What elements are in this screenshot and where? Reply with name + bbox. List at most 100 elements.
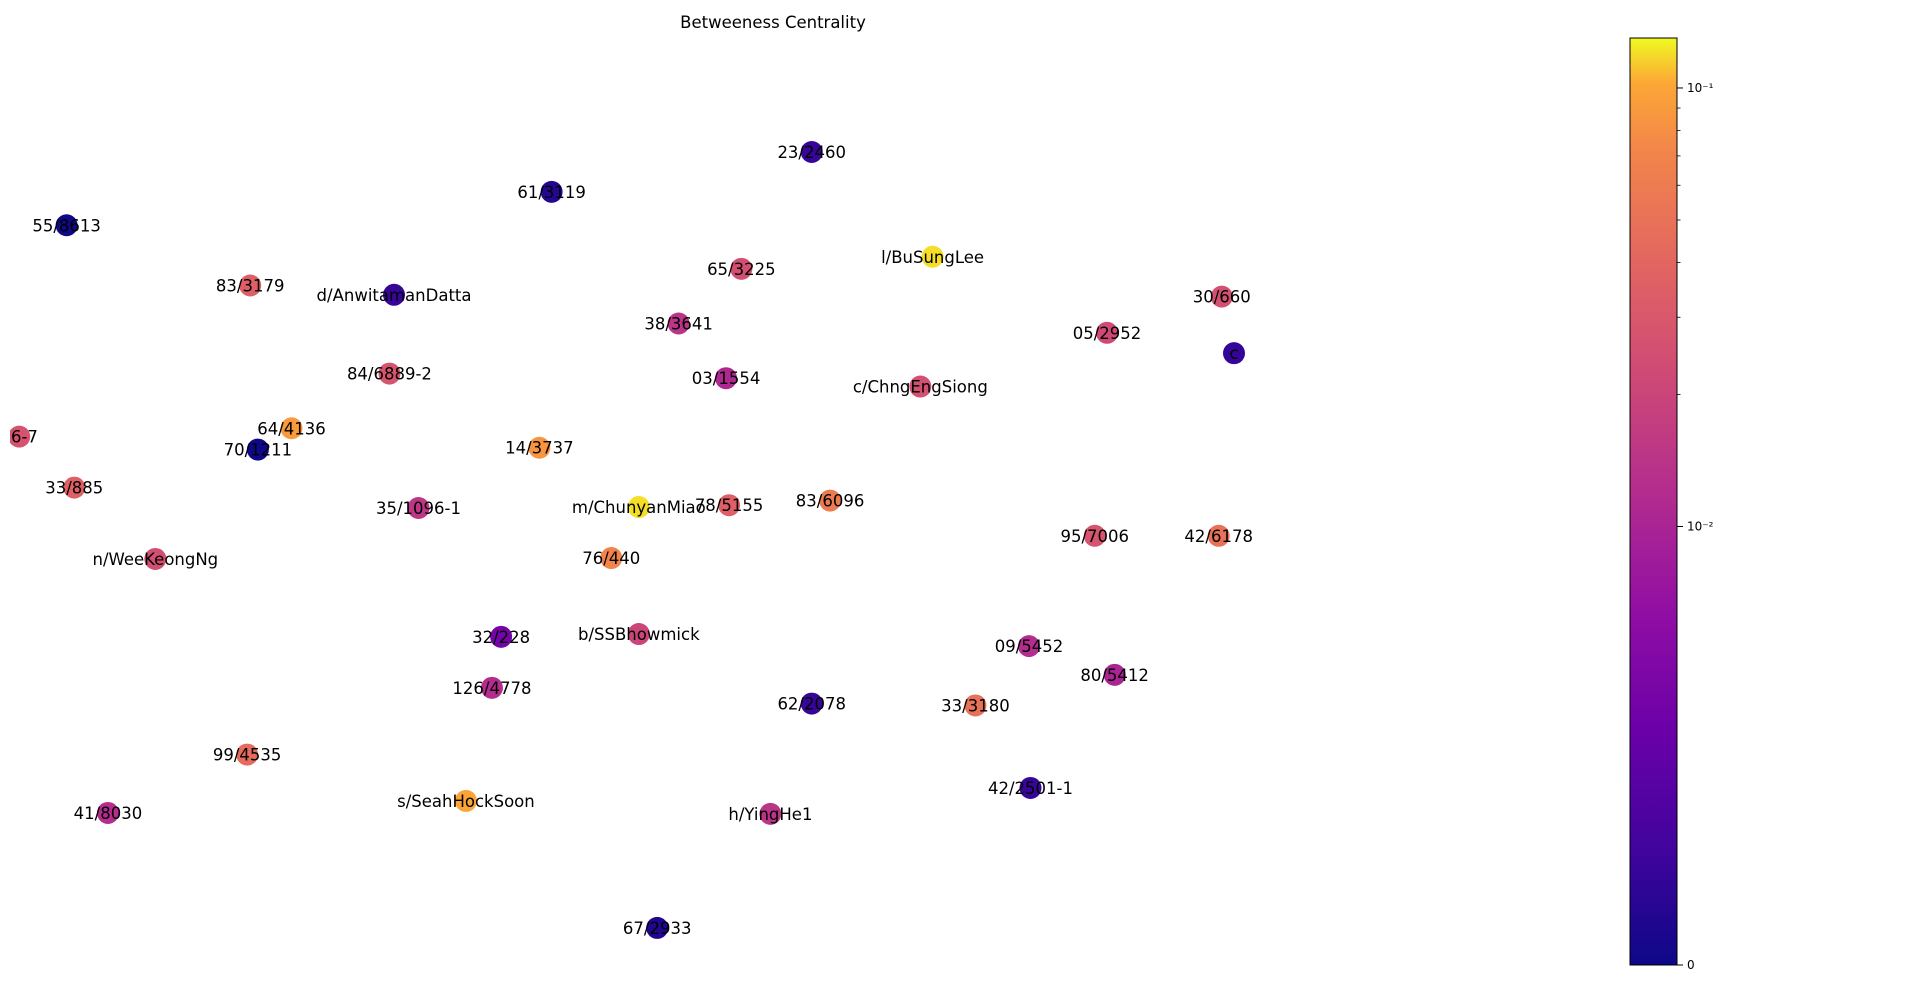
node-label: l/BuSungLee (881, 248, 984, 267)
graph-node: 03/1554 (692, 367, 761, 390)
node-label: 61/3119 (517, 183, 586, 202)
graph-node: 33/3180 (941, 694, 1010, 717)
node-label: m/ChunyanMiao (572, 498, 706, 517)
node-marker (1017, 635, 1040, 658)
node-label: 41/8030 (74, 804, 143, 823)
node-marker (646, 916, 669, 939)
node-label: 126/4778 (452, 679, 531, 698)
graph-node: 83/3179 (216, 274, 285, 297)
graph-node: l/BuSungLee (881, 245, 984, 268)
node-marker (1096, 321, 1119, 344)
graph-node: 32/228 (472, 625, 530, 648)
node-marker (921, 245, 944, 268)
node-label: 09/5452 (995, 637, 1064, 656)
node-label: 05/2952 (1073, 324, 1142, 343)
node-marker (236, 743, 259, 766)
graph-node: 41/8030 (74, 801, 143, 824)
node-marker (819, 489, 842, 512)
node-label: s/SeahHockSoon (397, 792, 535, 811)
graph-node: 126/4778 (452, 676, 531, 699)
node-marker (1019, 776, 1042, 799)
node-marker (600, 547, 623, 570)
node-marker (715, 367, 738, 390)
colorbar-tick-label: 10⁻¹ (1687, 81, 1714, 95)
graph-node: n/WeeKeongNg (93, 547, 219, 570)
node-label: 33/885 (45, 479, 103, 498)
node-marker (480, 676, 503, 699)
node-marker (10, 425, 31, 448)
graph-node: 67/2933 (623, 916, 691, 939)
node-marker (144, 547, 167, 570)
graph-node: 38/3641 (644, 312, 713, 335)
node-marker (407, 496, 430, 519)
node-label: 42/2501-1 (988, 779, 1073, 798)
node-marker (280, 417, 303, 440)
colorbar-ticks: 0 10⁻² 10⁻¹ (1677, 81, 1714, 972)
graph-node: c (1223, 342, 1245, 365)
node-label: 84/6889-2 (347, 365, 432, 384)
node-label: 14/3737 (505, 439, 574, 458)
graph-node: 33/885 (45, 476, 103, 499)
node-marker (1223, 342, 1245, 365)
graph-node: m/ChunyanMiao (572, 496, 706, 519)
graph-node: 80/5412 (1080, 663, 1149, 686)
graph-node: 61/3119 (517, 180, 586, 203)
node-marker (627, 623, 650, 646)
chart-title: Betweeness Centrality (680, 13, 866, 32)
node-label: 32/228 (472, 628, 530, 647)
graph-node: 99/4535 (213, 743, 281, 766)
node-label: 55/8613 (32, 216, 101, 235)
node-marker (718, 494, 741, 517)
graph-node: 76/440 (582, 547, 640, 570)
node-label: 64/4136 (257, 419, 326, 438)
node-label: c (1229, 344, 1238, 363)
graph-node: d/AnwitamanDatta (317, 283, 472, 306)
node-marker (454, 789, 477, 812)
node-label: 83/3179 (216, 277, 285, 296)
node-label: 80/5412 (1080, 666, 1149, 685)
graph-node: 05/2952 (1073, 321, 1142, 344)
node-label: 65/3225 (707, 260, 776, 279)
node-marker (239, 274, 262, 297)
node-label: b/SSBhowmick (578, 625, 700, 644)
node-label: 78/5155 (695, 496, 764, 515)
graph-node: h/YingHe1 (728, 802, 812, 825)
graph-node: 23/2460 (777, 141, 846, 164)
node-marker (627, 496, 650, 519)
node-label: n/WeeKeongNg (93, 550, 219, 569)
graph-node: 95/7006 (1060, 524, 1129, 547)
node-label: 95/7006 (1060, 527, 1129, 546)
node-marker (1207, 524, 1230, 547)
node-marker (246, 438, 269, 461)
graph-node: 70/1211 (224, 438, 292, 461)
node-marker (1210, 285, 1233, 308)
graph-node: s/SeahHockSoon (397, 789, 535, 812)
node-label: 26-7 (0, 428, 37, 447)
node-marker (800, 141, 823, 164)
plot-area: 23/2460 61/3119 55/8613 l/BuSungLee 65/3225 8… (0, 141, 1253, 939)
graph-node: 64/4136 (257, 417, 326, 440)
node-marker (63, 476, 86, 499)
node-label: d/AnwitamanDatta (317, 286, 472, 305)
colorbar: 0 10⁻² 10⁻¹ (1629, 37, 1714, 972)
node-marker (909, 375, 932, 398)
node-label: 76/440 (582, 549, 640, 568)
node-marker (759, 802, 782, 825)
node-marker (730, 257, 753, 280)
graph-node: 78/5155 (695, 494, 764, 517)
node-label: c/ChngEngSiong (853, 378, 988, 397)
node-label: 42/6178 (1184, 527, 1253, 546)
node-marker (1103, 663, 1126, 686)
node-marker (1083, 524, 1106, 547)
node-label: h/YingHe1 (728, 805, 812, 824)
graph-node: 84/6889-2 (347, 362, 432, 385)
node-marker (667, 312, 690, 335)
graph-node: 55/8613 (32, 214, 101, 237)
node-marker (528, 436, 551, 459)
node-label: 83/6096 (796, 492, 865, 511)
node-label: 30/660 (1193, 288, 1251, 307)
node-label: 03/1554 (692, 369, 761, 388)
node-marker (55, 214, 78, 237)
node-label: 38/3641 (644, 315, 713, 334)
colorbar-tick-label: 0 (1687, 958, 1695, 972)
